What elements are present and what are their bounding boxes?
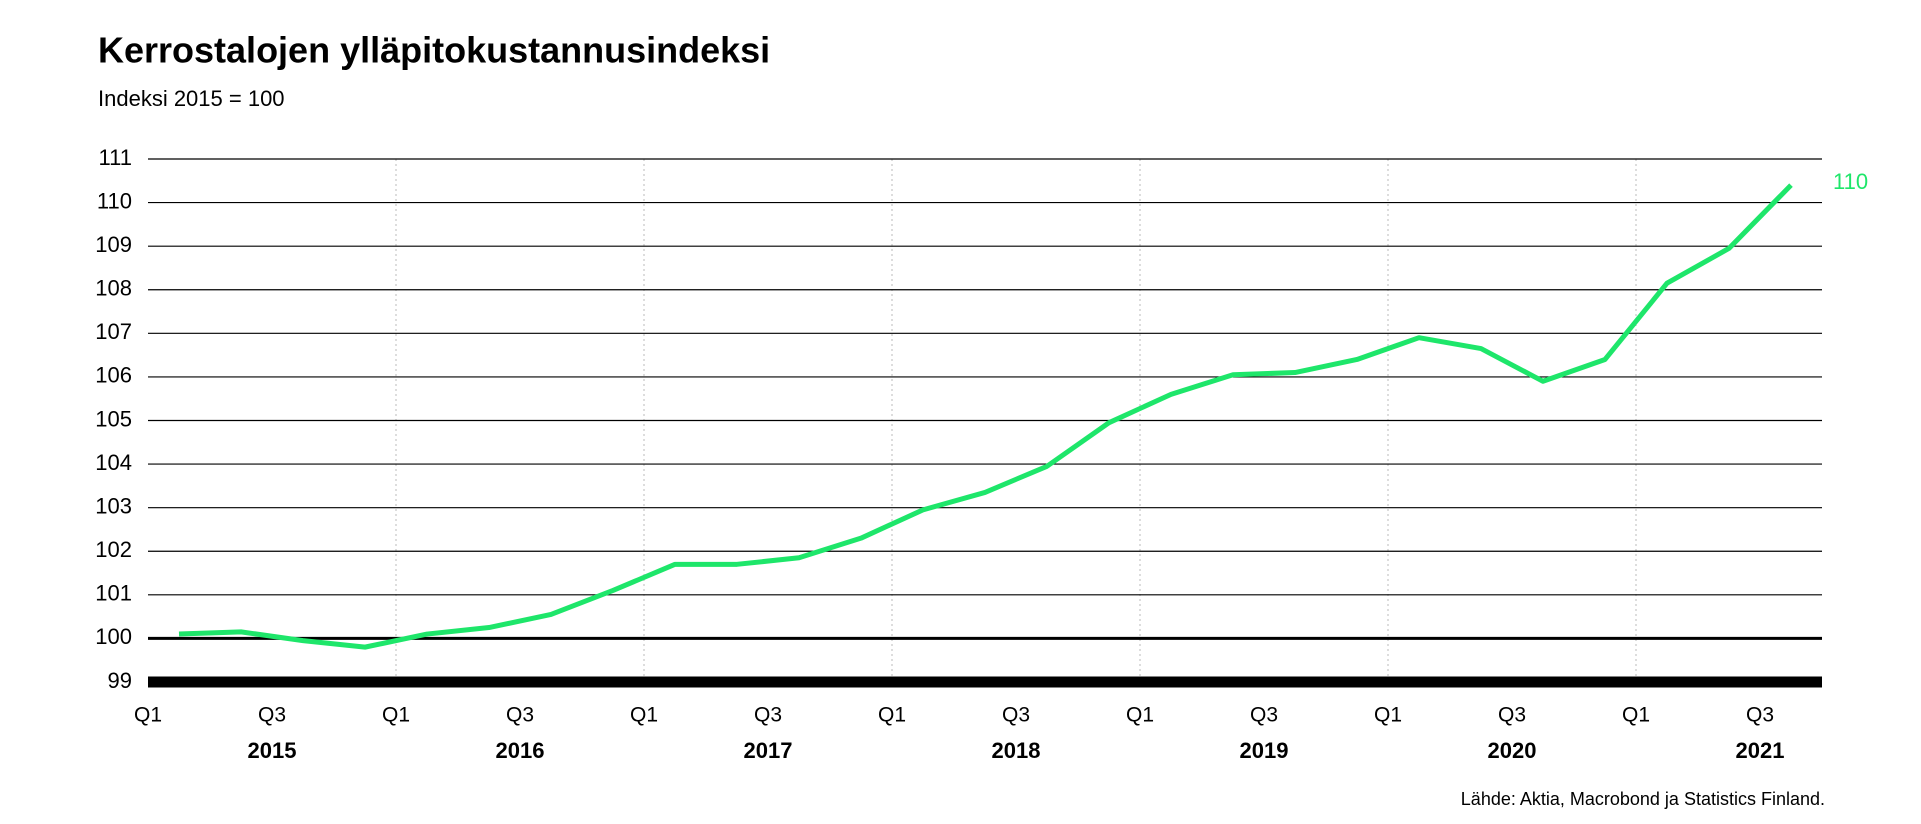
year-label: 2016 [496, 738, 545, 763]
source: Lähde: Aktia, Macrobond ja Statistics Fi… [1461, 789, 1825, 809]
x-tick-label: Q3 [1746, 704, 1774, 727]
data-line [178, 183, 1793, 650]
year-label: 2021 [1736, 738, 1785, 763]
y-tick-label: 108 [95, 276, 132, 301]
end-label: 110 [1833, 169, 1868, 194]
chart-title: Kerrostalojen ylläpitokustannusindeksi [98, 30, 770, 71]
x-tick-label: Q1 [134, 704, 162, 727]
y-tick-label: 106 [95, 363, 132, 388]
x-tick-label: Q1 [630, 704, 658, 727]
x-tick-label: Q3 [258, 704, 286, 727]
y-tick-label: 107 [95, 319, 132, 344]
x-tick-label: Q3 [1498, 704, 1526, 727]
x-tick-label: Q3 [1002, 704, 1030, 727]
y-tick-label: 99 [108, 668, 132, 693]
y-tick-label: 103 [95, 493, 132, 518]
year-label: 2017 [744, 738, 793, 763]
year-label: 2018 [992, 738, 1041, 763]
chart-subtitle: Indeksi 2015 = 100 [98, 86, 285, 111]
x-tick-label: Q1 [1126, 704, 1154, 727]
y-tick-label: 104 [95, 450, 132, 475]
x-tick-label: Q1 [382, 704, 410, 727]
y-tick-label: 110 [97, 188, 132, 213]
year-label: 2019 [1240, 738, 1289, 763]
y-tick-label: 105 [95, 406, 132, 431]
x-tick-label: Q3 [506, 704, 534, 727]
x-tick-label: Q1 [1622, 704, 1650, 727]
x-tick-label: Q1 [1374, 704, 1402, 727]
y-tick-label: 111 [99, 145, 132, 170]
y-tick-label: 109 [95, 232, 132, 257]
y-tick-label: 101 [95, 581, 132, 606]
x-tick-label: Q1 [878, 704, 906, 727]
year-label: 2020 [1488, 738, 1537, 763]
x-tick-label: Q3 [1250, 704, 1278, 727]
y-tick-label: 100 [95, 624, 132, 649]
y-tick-label: 102 [95, 537, 132, 562]
x-tick-label: Q3 [754, 704, 782, 727]
year-label: 2015 [248, 738, 297, 763]
